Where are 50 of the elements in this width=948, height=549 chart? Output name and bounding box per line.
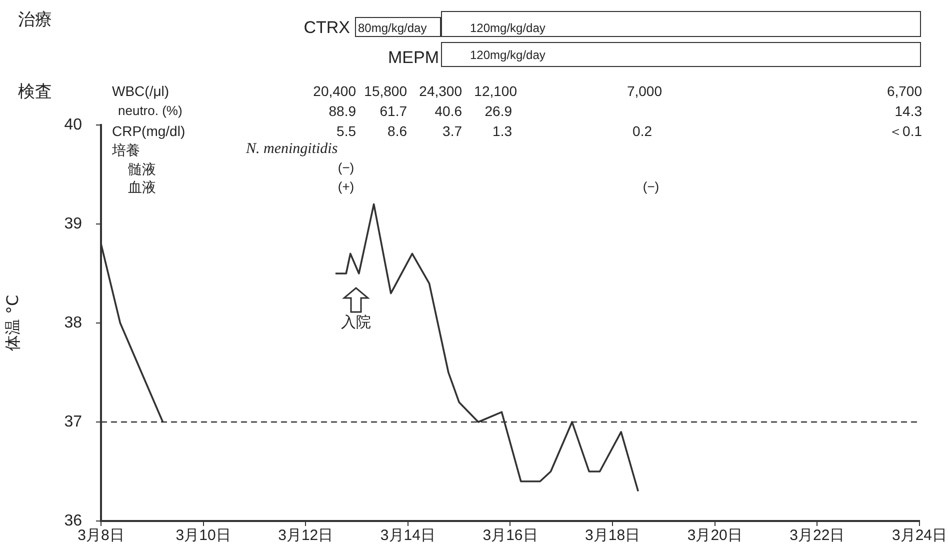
- text: 15,800: [364, 83, 407, 99]
- text: 14.3: [894, 103, 922, 119]
- annotation: (−): [642, 179, 660, 195]
- annotation: 8.6: [388, 123, 407, 139]
- text: 80mg/kg/day: [358, 20, 427, 36]
- x-tick-label: 3月24日: [892, 527, 947, 544]
- text: 40.6: [434, 103, 462, 119]
- x-tick-label: 3月20日: [687, 527, 742, 544]
- annotation: N. meningitidis: [246, 141, 338, 157]
- annotation: (−): [338, 160, 354, 176]
- annotation: 血液: [128, 179, 156, 195]
- annotation: 培養: [112, 142, 140, 158]
- annotation: 5.5: [336, 123, 356, 139]
- text: 88.9: [328, 103, 356, 119]
- annotation: 入院: [341, 314, 371, 331]
- x-tick-label: 3月16日: [482, 527, 538, 544]
- text: 120mg/kg/day: [470, 20, 546, 36]
- annotation: ＜0.1: [888, 123, 922, 139]
- annotation: 1.3: [492, 123, 512, 139]
- y-tick-label: 40: [64, 116, 82, 134]
- text: 検査: [18, 82, 52, 101]
- y-tick-label: 37: [64, 413, 82, 430]
- text: 治療: [18, 10, 52, 29]
- text: WBC(/μl): [112, 83, 170, 99]
- annotation: CRP(mg/dl): [112, 123, 186, 139]
- text: neutro. (%): [118, 103, 182, 119]
- text: MEPM: [388, 48, 439, 67]
- y-tick-label: 39: [64, 215, 82, 232]
- text: 6,700: [886, 83, 922, 99]
- text: 61.7: [380, 103, 407, 119]
- annotation: 0.2: [632, 123, 652, 139]
- text: 12,100: [474, 83, 517, 99]
- text: 20,400: [313, 83, 356, 99]
- text: CTRX: [304, 18, 350, 37]
- text: 24,300: [419, 83, 462, 99]
- x-tick-label: 3月18日: [585, 527, 640, 544]
- text: 7,000: [626, 83, 662, 99]
- annotation: 髄液: [128, 161, 156, 177]
- x-tick-label: 3月22日: [790, 527, 845, 544]
- x-tick-label: 3月12日: [278, 527, 334, 544]
- y-axis-title: 体温 °C: [2, 294, 22, 352]
- x-tick-label: 3月10日: [176, 527, 231, 544]
- x-tick-label: 3月8日: [78, 527, 124, 544]
- annotation: (+): [338, 179, 354, 195]
- y-tick-label: 38: [64, 314, 82, 332]
- y-tick-label: 36: [64, 512, 82, 530]
- x-tick-label: 3月14日: [380, 527, 436, 544]
- text: 26.9: [484, 103, 512, 119]
- text: 120mg/kg/day: [470, 47, 546, 63]
- annotation: 3.7: [442, 123, 462, 139]
